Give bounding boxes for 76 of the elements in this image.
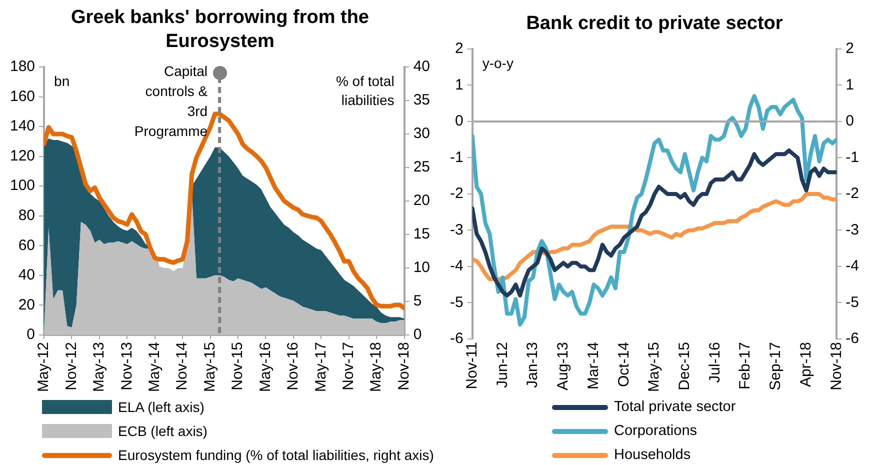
y2-tick-label: 30 bbox=[413, 125, 430, 142]
x-tick-label: Aug-13 bbox=[554, 342, 572, 390]
y-tick-label: -1 bbox=[450, 148, 464, 166]
y-tick-label: -5 bbox=[450, 294, 464, 311]
y2-tick-label: -1 bbox=[846, 148, 860, 166]
legend-label: Total private sector bbox=[614, 399, 736, 415]
x-tick-label: May-13 bbox=[90, 342, 108, 392]
y2-tick-label: 2 bbox=[846, 40, 854, 58]
x-tick-label: Dec-15 bbox=[676, 342, 693, 390]
x-tick-label: May-14 bbox=[146, 342, 164, 392]
y2-tick-label: 5 bbox=[413, 292, 422, 310]
y2-tick-label: 1 bbox=[846, 76, 854, 94]
y-tick-label: 20 bbox=[18, 296, 36, 314]
y2-tick-label: 10 bbox=[413, 259, 430, 276]
y-tick-label: 1 bbox=[454, 76, 464, 94]
y2-tick-label: -3 bbox=[846, 221, 860, 238]
y2-tick-label: 35 bbox=[413, 92, 430, 109]
x-tick-label: May-15 bbox=[646, 342, 663, 392]
y2-tick-label: 0 bbox=[413, 326, 422, 344]
x-tick-label: Nov-18 bbox=[395, 342, 412, 390]
y2-tick-label: 20 bbox=[413, 192, 430, 210]
x-tick-label: May-17 bbox=[312, 342, 330, 392]
x-tick-label: Jul-16 bbox=[706, 342, 724, 383]
x-tick-label: Apr-18 bbox=[797, 342, 814, 388]
x-tick-label: Nov-16 bbox=[284, 342, 302, 390]
y-tick-label: 140 bbox=[10, 118, 36, 135]
x-tick-label: Nov-18 bbox=[828, 342, 845, 390]
x-tick-label: Nov-11 bbox=[463, 342, 480, 390]
legend-label: ECB (left axis) bbox=[118, 423, 208, 439]
x-tick-label: Nov-12 bbox=[62, 342, 80, 390]
y-tick-label: 160 bbox=[10, 88, 36, 105]
y-tick-label: 0 bbox=[26, 326, 36, 344]
x-tick-label: Nov-15 bbox=[229, 342, 246, 390]
chart-title: Bank credit to private sector bbox=[525, 12, 784, 36]
legend-label: ELA (left axis) bbox=[118, 399, 204, 415]
y-axis-title: y-o-y bbox=[482, 54, 514, 71]
y-tick-label: 2 bbox=[454, 40, 464, 58]
y-tick-label: -2 bbox=[450, 185, 464, 202]
x-tick-label: May-16 bbox=[256, 342, 274, 392]
y-tick-label: 0 bbox=[454, 112, 464, 130]
y-tick-label: -6 bbox=[450, 330, 464, 348]
y-axis-title: bn bbox=[54, 72, 70, 89]
y2-axis-title: % of total liabilities bbox=[336, 72, 394, 108]
x-tick-label: May-15 bbox=[201, 342, 218, 392]
chart-title: Greek banks' borrowing from the Eurosystem bbox=[70, 6, 370, 54]
y-tick-label: 180 bbox=[10, 58, 36, 76]
y2-tick-label: -6 bbox=[846, 330, 860, 348]
x-tick-label: Oct-14 bbox=[615, 342, 632, 387]
legend-label: Households bbox=[614, 447, 691, 463]
x-tick-label: May-12 bbox=[35, 342, 52, 392]
y-tick-label: -3 bbox=[450, 221, 464, 238]
y-tick-label: -4 bbox=[450, 258, 464, 275]
x-tick-label: Nov-17 bbox=[340, 342, 358, 390]
y-tick-label: 80 bbox=[18, 207, 36, 224]
y-tick-label: 100 bbox=[10, 177, 36, 194]
y2-tick-label: 25 bbox=[413, 158, 430, 176]
y2-tick-label: -5 bbox=[846, 294, 860, 311]
ref-line-label: Capital controls & 3rd Programme bbox=[134, 62, 208, 139]
y2-tick-label: 40 bbox=[413, 58, 430, 76]
y2-tick-label: -4 bbox=[846, 258, 860, 275]
x-tick-label: Mar-14 bbox=[584, 342, 602, 390]
y2-tick-label: -2 bbox=[846, 185, 860, 202]
y-tick-label: 60 bbox=[18, 236, 36, 254]
x-tick-label: Nov-14 bbox=[174, 342, 191, 390]
x-tick-label: Feb-17 bbox=[736, 342, 754, 390]
x-tick-label: Nov-13 bbox=[118, 342, 136, 390]
x-tick-label: Jun-12 bbox=[494, 342, 511, 388]
x-tick-label: May-18 bbox=[368, 342, 385, 392]
x-tick-label: Jan-13 bbox=[524, 342, 542, 388]
y-tick-label: 120 bbox=[10, 147, 36, 164]
y-tick-label: 40 bbox=[18, 266, 36, 284]
y2-tick-label: 0 bbox=[846, 112, 854, 130]
legend-label: Corporations bbox=[614, 423, 698, 439]
y2-tick-label: 15 bbox=[413, 226, 430, 243]
legend-label: Eurosystem funding (% of total liabilities, right axis) bbox=[118, 447, 434, 463]
x-tick-label: Sep-17 bbox=[767, 342, 784, 390]
